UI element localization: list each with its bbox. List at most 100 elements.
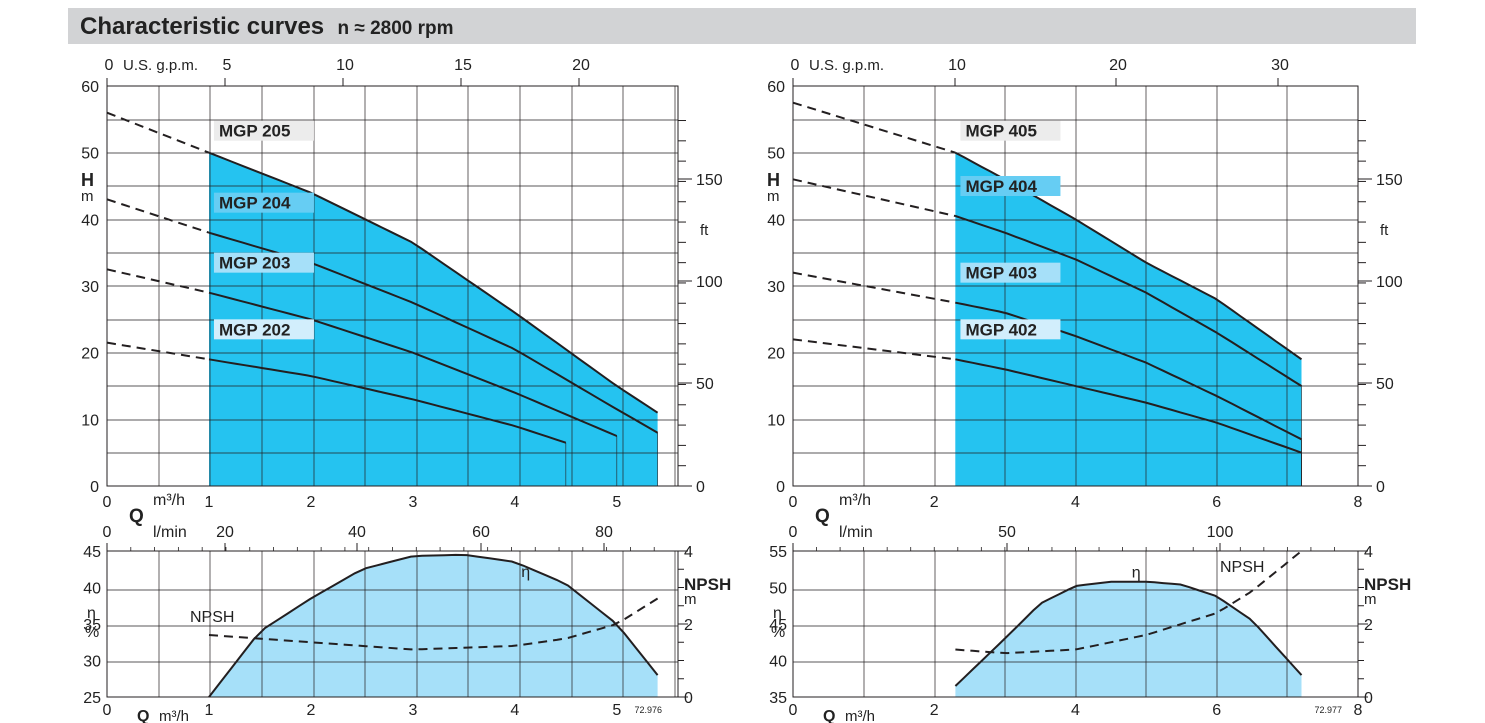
series-line-mgp-404 [955, 215, 1303, 387]
top-axis-label: U.S. g.p.m. [123, 57, 198, 74]
y-axis-unit: m [81, 188, 94, 205]
series-dash-mgp-405 [792, 101, 956, 154]
series-label-mgp-202: MGP 202 [213, 319, 314, 340]
right-tick-label: 2 [1364, 617, 1373, 634]
eta-series-label: η [1132, 565, 1141, 582]
series-label-mgp-405: MGP 405 [960, 120, 1061, 141]
plot-frame [792, 85, 1359, 487]
x-tick-label: 0 [789, 702, 798, 719]
x-tick-label: 1 [205, 702, 214, 719]
x-axis-title: Q [815, 506, 830, 527]
right-tick-label: 0 [696, 479, 705, 496]
y-tick-label: 40 [81, 212, 99, 229]
series-label-bg [213, 192, 314, 213]
right-tick-label: 100 [1376, 274, 1403, 291]
figure-code: 72.976 [634, 705, 662, 715]
top-tick-label: 80 [595, 524, 613, 541]
top-axis-label: l/min [839, 524, 873, 541]
band-fill-0 [209, 152, 658, 486]
series-line-mgp-205 [208, 151, 659, 414]
top-tick-label: 15 [454, 57, 472, 74]
series-label-text: MGP 204 [219, 194, 291, 213]
x-tick-label: 0 [103, 494, 112, 511]
top-tick-label: 60 [472, 524, 490, 541]
y-tick-label: 50 [81, 146, 99, 163]
top-tick-label: 10 [948, 57, 966, 74]
band-fill-0 [955, 152, 1302, 486]
x-tick-label: 0 [789, 494, 798, 511]
npsh-series-label: NPSH [1220, 559, 1264, 576]
series-label-bg [960, 262, 1061, 283]
right-tick-label: 0 [1364, 690, 1373, 707]
y-tick-label: 50 [767, 146, 785, 163]
x-tick-label: 6 [1212, 494, 1221, 511]
right-axis-label: NPSH [684, 575, 731, 594]
y-tick-label: 10 [767, 412, 785, 429]
y-axis-unit: % [85, 624, 99, 641]
y-axis-unit: m [767, 188, 780, 205]
x-axis-title: Q [129, 506, 144, 527]
x-axis-unit: m³/h [159, 708, 189, 723]
series-line-mgp-402 [955, 358, 1302, 454]
x-axis-title: Q [137, 708, 149, 723]
x-tick-label: 2 [930, 494, 939, 511]
x-axis-unit: m³/h [839, 492, 871, 509]
series-label-mgp-402: MGP 402 [960, 319, 1061, 340]
eta-fill [955, 581, 1302, 697]
series-line-mgp-202 [208, 358, 567, 444]
right-tick-label: 150 [1376, 172, 1403, 189]
series-line-mgp-203 [208, 291, 618, 437]
y-tick-label: 45 [769, 617, 787, 634]
eta-series-label: η [521, 564, 530, 581]
series-line-eta [954, 580, 1303, 687]
right-tick-label: 2 [684, 617, 693, 634]
right-tick-label: 50 [1376, 376, 1394, 393]
right-axis-label: ft [1380, 222, 1389, 239]
y-tick-label: 35 [83, 617, 101, 634]
y-axis-title: η [87, 605, 96, 622]
series-label-mgp-203: MGP 203 [213, 252, 314, 273]
x-tick-label: 3 [408, 702, 417, 719]
series-label-text: MGP 405 [965, 122, 1037, 141]
right-tick-label: 4 [1364, 544, 1373, 561]
y-tick-label: 25 [83, 690, 101, 707]
y-axis-title: η [773, 605, 782, 622]
series-label-text: MGP 203 [219, 254, 291, 273]
top-axis-label: l/min [153, 524, 187, 541]
series-label-text: MGP 202 [219, 320, 291, 339]
series-dash-mgp-403 [792, 271, 956, 304]
title-main: Characteristic curves [80, 13, 325, 40]
y-tick-label: 40 [83, 581, 101, 598]
series-label-text: MGP 205 [219, 122, 291, 141]
series-label-mgp-404: MGP 404 [960, 176, 1061, 196]
top-tick-label: 20 [1109, 57, 1127, 74]
series-dash-mgp-404 [792, 178, 956, 217]
header-bar: Characteristic curves n ≈ 2800 rpm [68, 8, 1416, 44]
x-tick-label: 4 [510, 494, 519, 511]
x-tick-label: 2 [930, 702, 939, 719]
series-label-text: MGP 402 [965, 320, 1037, 339]
series-label-mgp-204: MGP 204 [213, 192, 314, 213]
x-tick-label: 0 [103, 702, 112, 719]
series-label-mgp-205: MGP 205 [213, 120, 314, 141]
series-label-bg [960, 319, 1061, 340]
right-tick-label: 100 [696, 274, 723, 291]
top-tick-label: 40 [348, 524, 366, 541]
figure-code: 72.977 [1314, 705, 1342, 715]
x-tick-label: 8 [1354, 702, 1363, 719]
y-tick-label: 20 [81, 346, 99, 363]
npsh-series-label: NPSH [190, 609, 234, 626]
y-tick-label: 40 [767, 212, 785, 229]
y-tick-label: 30 [767, 279, 785, 296]
top-tick-label: 100 [1207, 524, 1234, 541]
x-tick-label: 2 [306, 702, 315, 719]
x-tick-label: 4 [1071, 702, 1080, 719]
top-tick-label: 30 [1271, 57, 1289, 74]
top-tick-label: 50 [998, 524, 1016, 541]
y-tick-label: 30 [83, 654, 101, 671]
